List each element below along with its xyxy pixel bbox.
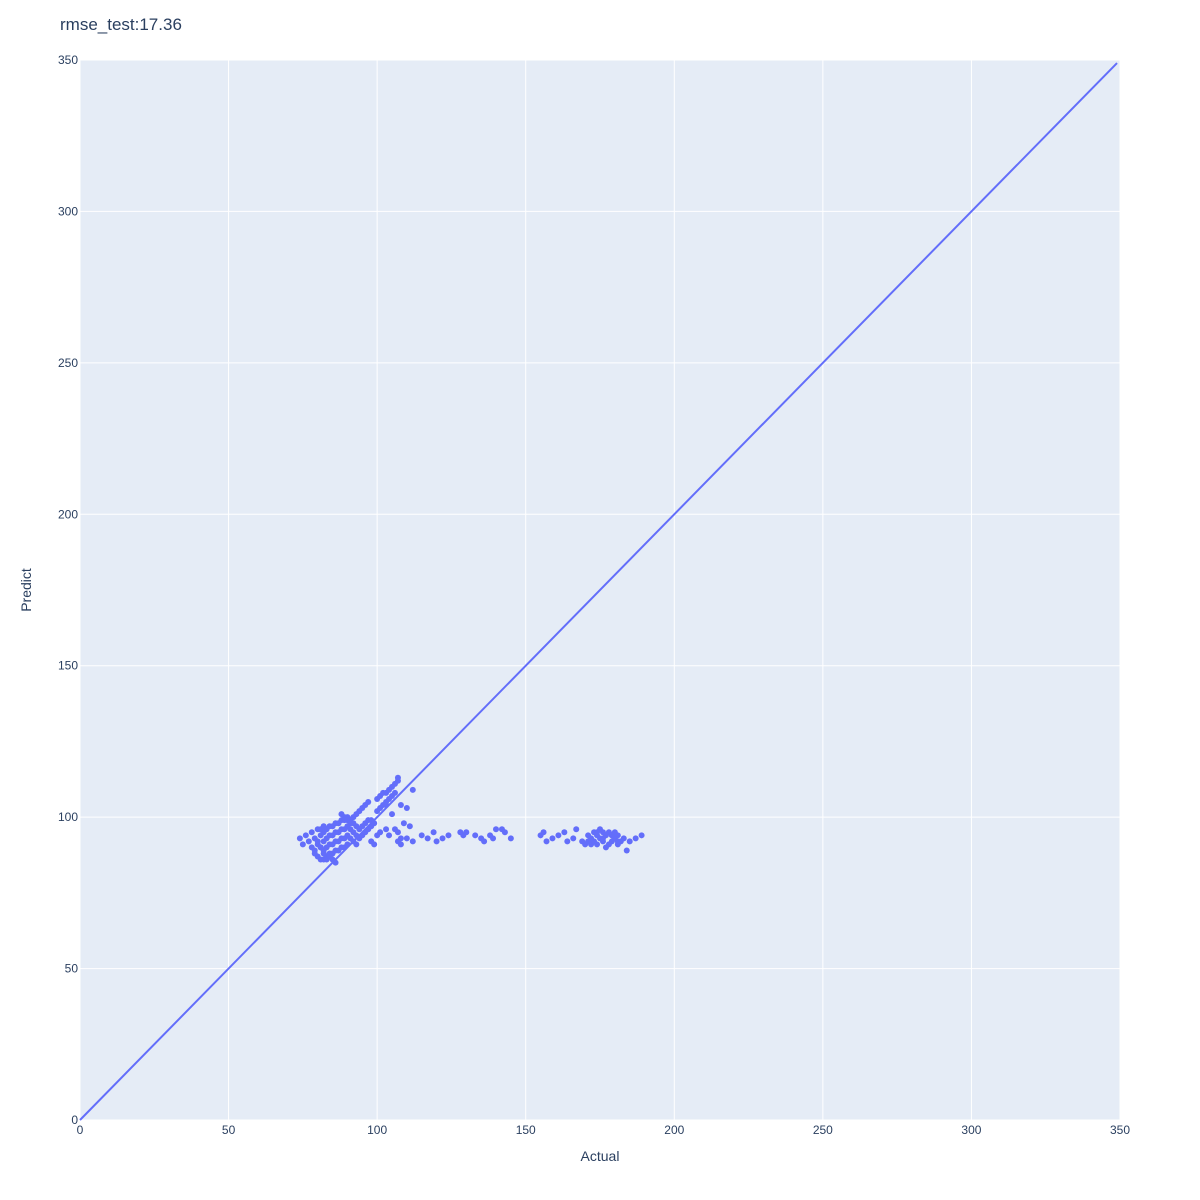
data-point <box>320 850 327 857</box>
data-point <box>314 838 321 845</box>
data-point <box>570 835 577 842</box>
data-point <box>397 841 404 848</box>
y-tick-label: 350 <box>58 53 78 67</box>
x-tick-label: 250 <box>813 1123 833 1137</box>
data-point <box>344 841 351 848</box>
y-tick-label: 300 <box>58 204 78 218</box>
data-point <box>400 820 407 827</box>
data-point <box>394 829 401 836</box>
data-point <box>549 835 556 842</box>
data-point <box>561 829 568 836</box>
data-point <box>391 789 398 796</box>
data-point <box>585 838 592 845</box>
data-point <box>540 829 547 836</box>
data-point <box>332 859 339 866</box>
chart-title: rmse_test:17.36 <box>60 15 182 34</box>
x-tick-label: 0 <box>77 1123 84 1137</box>
x-tick-label: 150 <box>516 1123 536 1137</box>
y-tick-label: 0 <box>71 1113 78 1127</box>
x-tick-label: 50 <box>222 1123 236 1137</box>
data-point <box>386 832 393 839</box>
data-point <box>299 841 306 848</box>
y-tick-label: 250 <box>58 356 78 370</box>
data-point <box>424 835 431 842</box>
data-point <box>472 832 479 839</box>
x-tick-label: 300 <box>961 1123 981 1137</box>
data-point <box>463 829 470 836</box>
data-point <box>406 823 413 830</box>
reference-line-layer <box>79 62 1118 1121</box>
data-point <box>394 774 401 781</box>
data-point <box>445 832 452 839</box>
data-point <box>614 832 621 839</box>
identity-line <box>79 62 1118 1121</box>
data-point <box>543 838 550 845</box>
data-point <box>430 829 437 836</box>
data-point <box>614 838 621 845</box>
y-tick-label: 100 <box>58 810 78 824</box>
y-tick-label: 150 <box>58 659 78 673</box>
data-point <box>599 835 606 842</box>
grid-lines <box>79 59 1121 1121</box>
data-point <box>403 835 410 842</box>
data-point <box>302 832 309 839</box>
data-point <box>433 838 440 845</box>
data-point <box>555 832 562 839</box>
data-point <box>403 805 410 812</box>
data-point <box>320 823 327 830</box>
data-point <box>296 835 303 842</box>
data-point <box>377 805 384 812</box>
data-point <box>377 829 384 836</box>
data-points <box>296 774 645 866</box>
x-axis-ticks: 0 50 100 150 200 250 300 350 <box>77 1123 1131 1137</box>
data-point <box>347 820 354 827</box>
data-point <box>594 829 601 836</box>
data-point <box>368 838 375 845</box>
x-axis-title: Actual <box>581 1148 620 1164</box>
data-point <box>620 835 627 842</box>
data-point <box>317 844 324 851</box>
y-axis-title: Predict <box>18 568 34 612</box>
data-point <box>439 835 446 842</box>
data-point <box>507 835 514 842</box>
data-point <box>371 820 378 827</box>
y-tick-label: 200 <box>58 507 78 521</box>
data-point <box>353 841 360 848</box>
data-point <box>397 802 404 809</box>
data-point <box>638 832 645 839</box>
x-tick-label: 200 <box>664 1123 684 1137</box>
data-point <box>626 838 633 845</box>
data-point <box>409 838 416 845</box>
data-point <box>365 799 372 805</box>
data-point <box>594 841 601 848</box>
data-point <box>632 835 639 842</box>
data-point <box>608 832 615 839</box>
y-axis-ticks: 0 50 100 150 200 250 300 350 <box>58 53 78 1127</box>
data-point <box>564 838 571 845</box>
data-point <box>573 826 580 833</box>
data-point <box>305 838 312 845</box>
data-point <box>418 832 425 839</box>
data-point <box>308 829 315 836</box>
y-tick-label: 50 <box>65 962 79 976</box>
data-point <box>389 811 395 818</box>
data-point <box>501 829 508 836</box>
data-point <box>409 786 416 793</box>
x-tick-label: 350 <box>1110 1123 1130 1137</box>
data-point <box>490 835 497 842</box>
data-point <box>623 847 630 854</box>
data-point <box>383 802 390 809</box>
data-point <box>493 826 499 833</box>
data-point <box>481 838 488 845</box>
data-point <box>311 850 318 857</box>
data-point <box>383 826 390 833</box>
x-tick-label: 100 <box>367 1123 387 1137</box>
